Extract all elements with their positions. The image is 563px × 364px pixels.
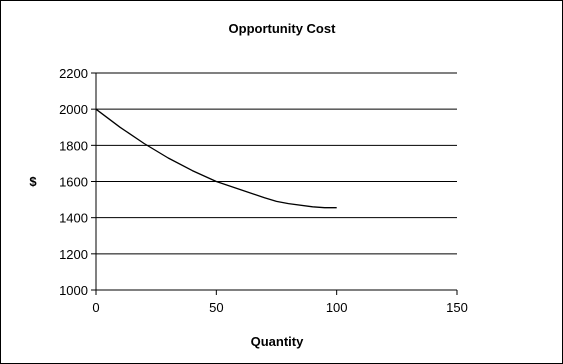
chart-title: Opportunity Cost	[229, 21, 337, 36]
x-tick-label-150: 150	[446, 300, 468, 315]
axes	[91, 72, 458, 295]
x-axis-label: Quantity	[251, 334, 304, 349]
y-tick-label-1200: 1200	[59, 247, 88, 262]
y-tick-label-1800: 1800	[59, 138, 88, 153]
y-tick-label-1600: 1600	[59, 175, 88, 190]
series-line-0	[95, 108, 337, 209]
y-tick-label-1400: 1400	[59, 211, 88, 226]
x-tick-label-100: 100	[326, 300, 348, 315]
y-tick-label-2000: 2000	[59, 102, 88, 117]
y-tick-label-1000: 1000	[59, 283, 88, 298]
series-group	[95, 108, 337, 209]
x-tick-label-0: 0	[92, 300, 99, 315]
y-axis-label: $	[29, 174, 37, 189]
y-tick-label-2200: 2200	[59, 66, 88, 81]
x-tick-label-50: 50	[209, 300, 223, 315]
gridlines	[96, 72, 457, 255]
tick-labels: 1000 1200 1400 1600 1800 2000 2200 0 50 100 150	[59, 66, 468, 315]
